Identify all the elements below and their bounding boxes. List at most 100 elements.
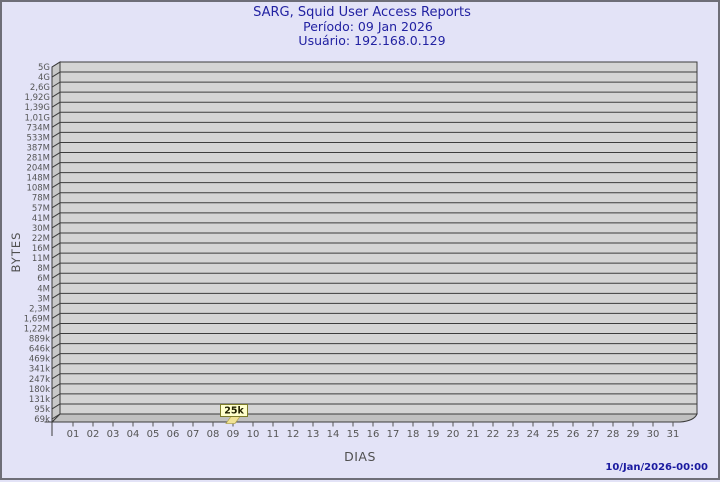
y-tick-connector <box>51 202 61 209</box>
y-tick-connector <box>51 373 61 380</box>
y-tick-label: 148M <box>26 174 50 184</box>
x-tick-label: 23 <box>507 429 520 440</box>
y-tick-connector <box>51 323 61 329</box>
x-tick-label: 12 <box>287 429 300 440</box>
y-tick-label: 6M <box>37 274 50 284</box>
x-tick-label: 15 <box>347 429 360 440</box>
x-tick-label: 13 <box>307 429 320 440</box>
x-axis-title: DIAS <box>344 449 376 464</box>
x-tick-label: 05 <box>147 429 160 440</box>
x-tick-label: 21 <box>467 429 480 440</box>
y-tick-label: 341k <box>29 365 50 375</box>
y-tick-connector <box>51 162 61 168</box>
x-tick-label: 20 <box>447 429 460 440</box>
x-tick-label: 29 <box>627 429 640 440</box>
x-tick-label: 08 <box>207 429 220 440</box>
x-tick-label: 09 <box>227 429 240 440</box>
y-tick-connector <box>51 152 61 158</box>
plot-floor <box>50 413 698 423</box>
y-tick-connector <box>51 313 61 319</box>
y-tick-connector <box>51 192 61 199</box>
y-tick-connector <box>51 282 61 289</box>
y-tick-label: 2,6G <box>30 83 50 93</box>
x-tick-label: 03 <box>107 429 120 440</box>
y-tick-label: 734M <box>26 123 50 133</box>
y-tick-connector <box>51 383 61 390</box>
y-tick-connector <box>51 353 61 360</box>
y-tick-label: 69k <box>34 415 50 425</box>
y-tick-connector <box>51 292 61 299</box>
y-tick-connector <box>51 91 61 98</box>
y-tick-label: 131k <box>29 395 50 405</box>
y-tick-label: 1,01G <box>24 113 50 123</box>
y-tick-label: 78M <box>32 194 50 204</box>
plot-back-plane <box>59 61 698 415</box>
x-tick-label: 04 <box>127 429 140 440</box>
y-tick-label: 3M <box>37 294 50 304</box>
generated-timestamp: 10/Jan/2026-00:00 <box>605 462 708 473</box>
x-tick-label: 22 <box>487 429 500 440</box>
data-label-box <box>220 404 248 417</box>
y-tick-label: 533M <box>26 133 50 143</box>
chart-user: Usuário: 192.168.0.129 <box>298 33 446 48</box>
y-tick-connector <box>51 212 61 219</box>
y-tick-label: 16M <box>32 244 50 254</box>
y-tick-label: 247k <box>29 375 50 385</box>
x-tick-label: 25 <box>547 429 560 440</box>
y-tick-connector <box>51 101 61 108</box>
y-tick-label: 57M <box>32 204 50 214</box>
y-tick-connector <box>51 393 61 400</box>
y-tick-label: 108M <box>26 184 50 194</box>
y-tick-connector <box>51 262 61 269</box>
x-tick-label: 31 <box>667 429 680 440</box>
y-tick-label: 11M <box>32 254 50 264</box>
x-tick-label: 02 <box>87 429 100 440</box>
x-tick-label: 07 <box>187 429 200 440</box>
y-tick-connector <box>51 71 61 78</box>
y-tick-connector <box>51 61 61 68</box>
y-tick-label: 204M <box>26 164 50 174</box>
y-tick-connector <box>51 142 61 148</box>
x-tick-label: 10 <box>247 429 260 440</box>
x-tick-label: 18 <box>407 429 420 440</box>
y-tick-label: 41M <box>32 214 50 224</box>
y-tick-label: 30M <box>32 224 50 234</box>
y-tick-connector <box>51 363 61 370</box>
y-tick-label: 4G <box>38 73 50 83</box>
y-tick-label: 2,3M <box>29 304 50 314</box>
y-tick-label: 1,69M <box>24 314 50 324</box>
x-tick-label: 19 <box>427 429 440 440</box>
x-tick-label: 01 <box>67 429 80 440</box>
y-tick-connector <box>51 131 61 138</box>
x-tick-label: 28 <box>607 429 620 440</box>
y-tick-label: 4M <box>37 284 50 294</box>
chart-period: Período: 09 Jan 2026 <box>303 19 433 34</box>
y-tick-connector <box>51 172 61 179</box>
y-tick-label: 889k <box>29 335 50 345</box>
x-tick-label: 14 <box>327 429 340 440</box>
x-tick-label: 17 <box>387 429 400 440</box>
y-tick-label: 281M <box>26 154 50 164</box>
y-tick-label: 1,22M <box>24 324 50 334</box>
x-tick-label: 27 <box>587 429 600 440</box>
y-tick-connector <box>51 403 61 410</box>
y-tick-label: 1,92G <box>24 93 50 103</box>
y-tick-connector <box>51 333 61 339</box>
y-tick-connector <box>51 222 61 229</box>
y-tick-label: 469k <box>29 355 50 365</box>
y-tick-connector <box>51 232 61 239</box>
y-tick-label: 646k <box>29 345 50 355</box>
y-tick-label: 180k <box>29 385 50 395</box>
y-tick-connector <box>51 111 61 118</box>
y-axis-title: BYTES <box>9 231 23 273</box>
y-tick-connector <box>51 272 61 279</box>
x-tick-label: 30 <box>647 429 660 440</box>
y-tick-label: 8M <box>37 264 50 274</box>
y-tick-connector <box>51 81 61 88</box>
y-tick-connector <box>51 182 61 189</box>
y-tick-connector <box>51 302 61 309</box>
y-tick-label: 5G <box>38 63 50 73</box>
y-tick-connector <box>51 413 61 420</box>
x-tick-label: 16 <box>367 429 380 440</box>
